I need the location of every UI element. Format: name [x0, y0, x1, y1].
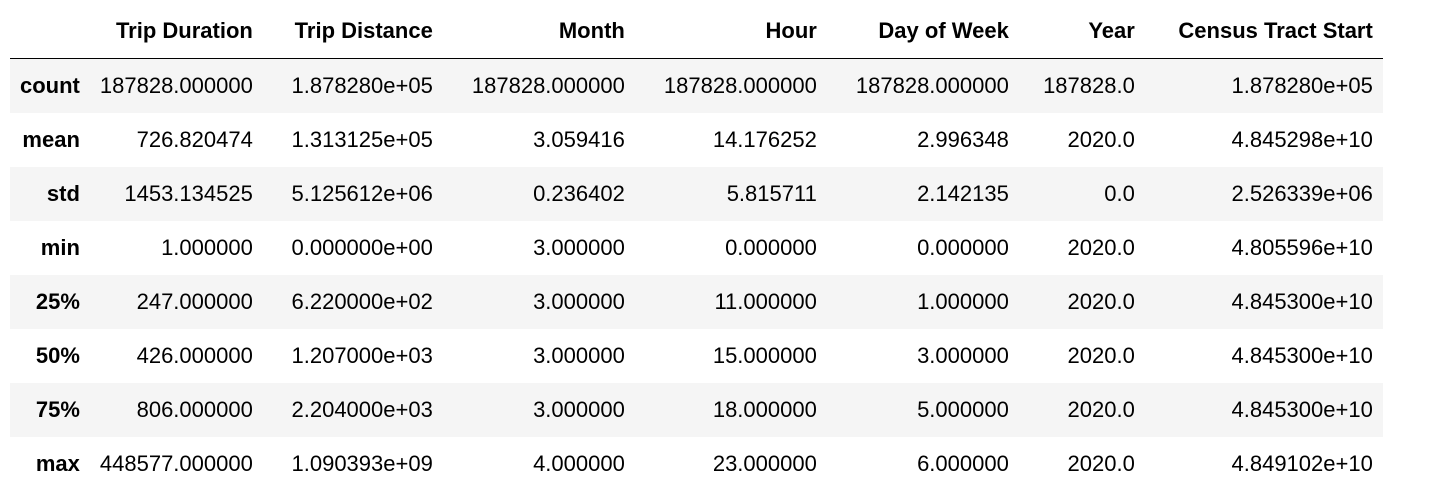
table-cell: 23.000000 [712, 451, 817, 476]
row-index: 75% [35, 397, 80, 422]
table-cell: 5.815711 [726, 181, 817, 206]
table-cell: 187828.000000 [471, 73, 625, 98]
header-trip-duration: Trip Duration [89, 4, 263, 59]
header-row: Trip Duration Trip Distance Month Hour D… [10, 4, 1383, 59]
table-row: 50% 426.000000 1.207000e+03 3.000000 15.… [10, 329, 1383, 383]
table-cell: 187828.000000 [99, 73, 253, 98]
describe-table: Trip Duration Trip Distance Month Hour D… [10, 4, 1383, 491]
table-cell: 6.220000e+02 [291, 289, 433, 314]
header-day-of-week: Day of Week [826, 4, 1019, 59]
table-cell: 187828.0 [1043, 73, 1135, 98]
table-cell: 1.878280e+05 [1231, 73, 1373, 98]
table-cell: 4.845300e+10 [1231, 397, 1373, 422]
row-index: 25% [35, 289, 80, 314]
row-index: count [20, 73, 80, 98]
table-cell: 15.000000 [712, 343, 817, 368]
table-cell: 1.207000e+03 [291, 343, 433, 368]
table-row: 75% 806.000000 2.204000e+03 3.000000 18.… [10, 383, 1383, 437]
table-cell: 187828.000000 [663, 73, 817, 98]
table-cell: 426.000000 [136, 343, 253, 368]
header-year: Year [1018, 4, 1145, 59]
table-cell: 1.878280e+05 [291, 73, 433, 98]
table-cell: 0.0 [1104, 181, 1135, 206]
table-cell: 187828.000000 [855, 73, 1009, 98]
table-cell: 448577.000000 [99, 451, 253, 476]
table-cell: 1.313125e+05 [291, 127, 433, 152]
table-cell: 2.204000e+03 [291, 397, 433, 422]
table-row: 25% 247.000000 6.220000e+02 3.000000 11.… [10, 275, 1383, 329]
row-index: min [40, 235, 80, 260]
table-cell: 5.000000 [917, 397, 1009, 422]
table-cell: 2020.0 [1067, 451, 1135, 476]
table-cell: 1.000000 [917, 289, 1009, 314]
table-cell: 2020.0 [1067, 235, 1135, 260]
table-cell: 3.000000 [533, 235, 625, 260]
table-cell: 0.236402 [533, 181, 625, 206]
row-index: mean [22, 127, 80, 152]
table-cell: 4.845298e+10 [1231, 127, 1373, 152]
table-cell: 2020.0 [1067, 343, 1135, 368]
row-index: 50% [35, 343, 80, 368]
table-cell: 2.996348 [917, 127, 1009, 152]
table-row: mean 726.820474 1.313125e+05 3.059416 14… [10, 113, 1383, 167]
header-hour: Hour [634, 4, 827, 59]
table-cell: 11.000000 [714, 289, 817, 314]
table-row: count 187828.000000 1.878280e+05 187828.… [10, 58, 1383, 113]
table-cell: 1.000000 [161, 235, 253, 260]
table-cell: 2020.0 [1067, 289, 1135, 314]
table-header: Trip Duration Trip Distance Month Hour D… [10, 4, 1383, 59]
table-cell: 2020.0 [1067, 127, 1135, 152]
table-cell: 726.820474 [136, 127, 253, 152]
table-cell: 5.125612e+06 [291, 181, 433, 206]
table-cell: 4.805596e+10 [1231, 235, 1373, 260]
table-cell: 247.000000 [136, 289, 253, 314]
table-cell: 2.526339e+06 [1231, 181, 1373, 206]
table-cell: 3.000000 [917, 343, 1009, 368]
row-index: max [35, 451, 80, 476]
table-row: min 1.000000 0.000000e+00 3.000000 0.000… [10, 221, 1383, 275]
table-cell: 806.000000 [136, 397, 253, 422]
header-census-tract-start: Census Tract Start [1144, 4, 1383, 59]
table-cell: 3.000000 [533, 343, 625, 368]
table-cell: 1.090393e+09 [291, 451, 433, 476]
table-body: count 187828.000000 1.878280e+05 187828.… [10, 58, 1383, 491]
table-cell: 0.000000 [725, 235, 817, 260]
table-cell: 2.142135 [917, 181, 1009, 206]
table-row: std 1453.134525 5.125612e+06 0.236402 5.… [10, 167, 1383, 221]
header-trip-distance: Trip Distance [262, 4, 443, 59]
table-cell: 3.059416 [533, 127, 625, 152]
header-index [10, 4, 90, 59]
table-cell: 2020.0 [1067, 397, 1135, 422]
table-cell: 0.000000e+00 [291, 235, 433, 260]
header-month: Month [442, 4, 635, 59]
table-cell: 14.176252 [712, 127, 817, 152]
row-index: std [46, 181, 80, 206]
table-cell: 3.000000 [533, 397, 625, 422]
table-cell: 18.000000 [712, 397, 817, 422]
table-cell: 4.845300e+10 [1231, 343, 1373, 368]
table-row: max 448577.000000 1.090393e+09 4.000000 … [10, 437, 1383, 491]
table-cell: 4.000000 [533, 451, 625, 476]
table-cell: 4.849102e+10 [1231, 451, 1373, 476]
table-cell: 1453.134525 [124, 181, 253, 206]
table-cell: 6.000000 [917, 451, 1009, 476]
table-cell: 4.845300e+10 [1231, 289, 1373, 314]
table-cell: 0.000000 [917, 235, 1009, 260]
table-cell: 3.000000 [533, 289, 625, 314]
